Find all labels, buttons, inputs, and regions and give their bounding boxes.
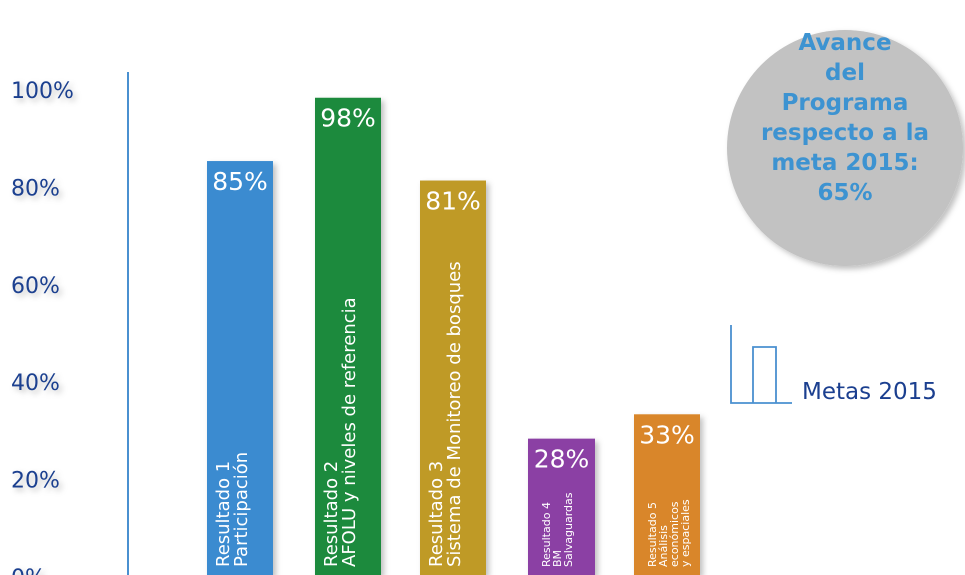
- progress-callout-bubble: [727, 30, 963, 266]
- category-label-line: AFOLU y niveles de referencia: [339, 297, 360, 567]
- callout-line: del: [825, 60, 865, 86]
- callout-line: Programa: [782, 90, 909, 116]
- callout-line: meta 2015:: [771, 150, 918, 176]
- callout-line: respecto a la: [761, 120, 929, 146]
- y-tick-label: 40%: [11, 371, 60, 396]
- bar-1: [207, 161, 273, 575]
- value-label-3: 81%: [425, 187, 481, 216]
- category-label-line: BM: [551, 550, 564, 567]
- bars: 85% Resultado 1Participación 98% Resultado …: [207, 97, 700, 575]
- legend: Metas 2015: [730, 325, 937, 405]
- y-tick-label: 60%: [11, 274, 60, 299]
- bar-group-1: 85% Resultado 1Participación: [207, 161, 273, 575]
- value-label-4: 28%: [534, 445, 590, 474]
- category-label-line: económicos: [668, 501, 681, 567]
- category-label-1: Resultado 1Participación: [213, 452, 252, 567]
- category-label-line: Resultado 2: [321, 461, 342, 567]
- category-label-3: Resultado 3Sistema de Monitoreo de bosqu…: [426, 261, 465, 567]
- callout-line: Avance: [798, 30, 891, 56]
- y-tick-label: 100%: [11, 79, 74, 104]
- bar-group-5: 33% Resultado 5Análisiseconómicosy espaci…: [634, 414, 700, 575]
- category-label-line: y espaciales: [679, 499, 692, 567]
- legend-label: Metas 2015: [802, 379, 937, 405]
- category-label-line: Sistema de Monitoreo de bosques: [444, 261, 465, 567]
- y-tick-label: 20%: [11, 469, 60, 494]
- category-label-4: Resultado 4BMSalvaguardas: [540, 492, 575, 567]
- category-label-line: Resultado 4: [540, 502, 553, 567]
- category-label-line: Participación: [231, 452, 252, 567]
- value-label-5: 33%: [639, 420, 695, 449]
- category-label-line: Resultado 3: [426, 461, 447, 567]
- category-label-line: Resultado 1: [213, 461, 234, 567]
- progress-callout-text: Avance del Programa respecto a la meta 2015:…: [761, 30, 929, 206]
- target-bar-icon: [730, 325, 792, 404]
- bar-group-3: 81% Resultado 3Sistema de Monitoreo de bo…: [420, 180, 486, 575]
- y-axis: 0% 20% 40% 60% 80% 100%: [11, 72, 129, 575]
- y-tick-label: 0%: [11, 566, 46, 575]
- bar-group-2: 98% Resultado 2AFOLU y niveles de referen…: [315, 97, 381, 575]
- category-label-line: Resultado 5: [646, 502, 659, 567]
- y-tick-label: 80%: [11, 176, 60, 201]
- category-label-5: Resultado 5Análisiseconómicosy espaciale…: [646, 499, 692, 567]
- bar-group-4: 28% Resultado 4BMSalvaguardas: [528, 438, 595, 575]
- category-label-2: Resultado 2AFOLU y niveles de referencia: [321, 297, 360, 567]
- bar-3: [420, 180, 486, 575]
- progress-callout: Avance del Programa respecto a la meta 2015:…: [727, 30, 963, 266]
- category-label-line: Análisis: [657, 525, 670, 567]
- category-label-line: Salvaguardas: [562, 492, 575, 567]
- bar-4: [528, 438, 595, 575]
- value-label-2: 98%: [320, 104, 376, 133]
- bar-5: [634, 414, 700, 575]
- bar-2: [315, 97, 381, 575]
- value-label-1: 85%: [212, 167, 268, 196]
- callout-line: 65%: [817, 180, 872, 206]
